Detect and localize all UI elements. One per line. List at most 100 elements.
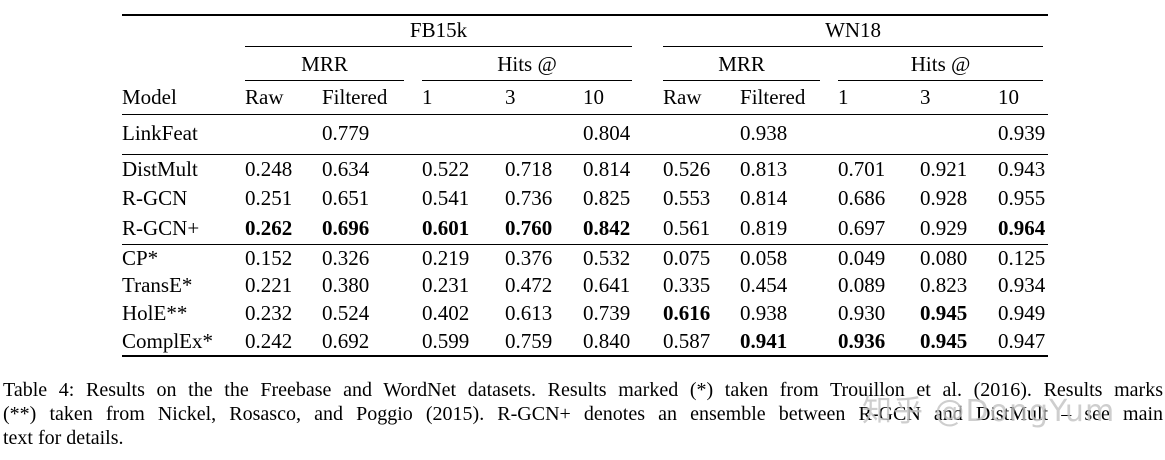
empty-cell xyxy=(122,15,245,47)
caption-line-1: Table 4: Results on the the Freebase and… xyxy=(3,379,1163,401)
value-cell xyxy=(422,114,505,155)
value-cell: 0.526 xyxy=(663,156,711,181)
value-cell: 0.696 xyxy=(322,214,422,245)
value-cell: 0.454 xyxy=(740,273,788,298)
value-cell: 0.804 xyxy=(583,114,641,155)
value-cell: 0.814 xyxy=(583,156,631,181)
value-cell: 0.089 xyxy=(838,273,886,298)
value-cell: 0.532 xyxy=(583,245,631,270)
value-cell: 0.934 xyxy=(998,273,1046,298)
column-header-filtered: Filtered xyxy=(322,81,422,115)
group-gap xyxy=(640,154,663,184)
value-cell: 0.221 xyxy=(245,273,293,298)
group-gap xyxy=(640,244,663,272)
group-gap xyxy=(640,47,663,81)
value-cell: 0.242 xyxy=(245,328,322,357)
value-cell: 0.613 xyxy=(505,301,553,326)
table-row: CP* 0.152 0.326 0.219 0.376 0.532 0.075 0.058 0.… xyxy=(122,244,1048,272)
table-head: FB15k WN18 MRR Hits @ MRR xyxy=(122,15,1049,115)
value-cell: 0.941 xyxy=(740,328,839,357)
value-cell: 0.814 xyxy=(740,186,788,211)
value-cell: 0.522 xyxy=(422,156,470,181)
value-cell: 0.736 xyxy=(505,186,553,211)
value-cell: 0.947 xyxy=(998,328,1049,357)
caption-line-2: (**) taken from Nickel, Rosasco, and Pog… xyxy=(3,403,1163,425)
value-cell: 0.692 xyxy=(322,328,422,357)
column-header-hits10: 10 xyxy=(998,81,1049,115)
results-table: FB15k WN18 MRR Hits @ MRR xyxy=(122,14,1049,357)
metric-header-row: MRR Hits @ MRR Hits @ xyxy=(122,47,1048,81)
dataset-header-row: FB15k WN18 xyxy=(122,15,1048,47)
table-row: R-GCN 0.251 0.651 0.541 0.736 0.825 0.553 0.814… xyxy=(122,184,1048,214)
table-row: TransE* 0.221 0.380 0.231 0.472 0.641 0.335 0.4… xyxy=(122,272,1048,300)
dataset-label: WN18 xyxy=(663,18,1044,47)
value-cell: 0.929 xyxy=(920,214,999,245)
group-gap xyxy=(640,272,663,300)
dataset-label: FB15k xyxy=(245,18,633,47)
value-cell: 0.842 xyxy=(583,214,641,245)
value-cell: 0.840 xyxy=(583,328,641,357)
column-header-hits10: 10 xyxy=(583,81,641,115)
metric-label: MRR xyxy=(245,52,404,81)
value-cell xyxy=(920,114,999,155)
group-gap xyxy=(640,184,663,214)
group-gap xyxy=(640,328,664,357)
model-name-cell: TransE* xyxy=(122,273,193,298)
table-row: HolE** 0.232 0.524 0.402 0.613 0.739 0.616 0.93… xyxy=(122,300,1048,328)
value-cell: 0.080 xyxy=(920,245,968,270)
value-cell: 0.634 xyxy=(322,156,370,181)
value-cell: 0.825 xyxy=(583,186,631,211)
table-caption: Table 4: Results on the the Freebase and… xyxy=(3,378,1163,450)
value-cell: 0.232 xyxy=(245,301,293,326)
value-cell: 0.231 xyxy=(422,273,470,298)
empty-cell xyxy=(122,47,245,81)
metric-label: Hits @ xyxy=(838,52,1044,81)
value-cell: 0.262 xyxy=(245,214,322,245)
value-cell: 0.943 xyxy=(998,156,1046,181)
caption-line-3: text for details. xyxy=(3,427,124,449)
value-cell: 0.964 xyxy=(998,214,1049,245)
value-cell: 0.718 xyxy=(505,156,553,181)
value-cell: 0.813 xyxy=(740,156,788,181)
table-body: LinkFeat 0.779 0.804 0.938 0.939 DistMult 0.24… xyxy=(122,114,1049,357)
value-cell: 0.823 xyxy=(920,273,968,298)
value-cell xyxy=(505,114,583,155)
value-cell: 0.125 xyxy=(998,245,1046,270)
value-cell: 0.058 xyxy=(740,245,788,270)
metric-label: Hits @ xyxy=(422,52,633,81)
value-cell: 0.049 xyxy=(838,245,886,270)
value-cell: 0.561 xyxy=(663,214,741,245)
value-cell: 0.553 xyxy=(663,186,711,211)
value-cell: 0.248 xyxy=(245,156,293,181)
value-cell: 0.701 xyxy=(838,156,886,181)
column-header-row: Model Raw Filtered 1 3 10 Raw Filtered 1… xyxy=(122,81,1049,115)
group-gap xyxy=(640,300,663,328)
metric-header-mrr-fb: MRR xyxy=(245,47,422,81)
value-cell: 0.697 xyxy=(838,214,921,245)
model-name-cell: LinkFeat xyxy=(122,114,245,155)
value-cell: 0.955 xyxy=(998,186,1046,211)
value-cell: 0.152 xyxy=(245,245,293,270)
value-cell: 0.930 xyxy=(838,301,886,326)
value-cell: 0.921 xyxy=(920,156,968,181)
metric-header-mrr-wn: MRR xyxy=(663,47,838,81)
column-header-hits3: 3 xyxy=(920,81,999,115)
value-cell: 0.686 xyxy=(838,186,886,211)
table-row: ComplEx* 0.242 0.692 0.599 0.759 0.840 0.587 0.… xyxy=(122,328,1049,357)
value-cell: 0.939 xyxy=(998,114,1049,155)
value-cell: 0.376 xyxy=(505,245,553,270)
metric-label: MRR xyxy=(663,52,821,81)
dataset-header-fb15k: FB15k xyxy=(245,15,640,47)
model-name-cell: ComplEx* xyxy=(122,328,245,357)
value-cell: 0.541 xyxy=(422,186,470,211)
value-cell: 0.524 xyxy=(322,301,370,326)
value-cell: 0.599 xyxy=(422,328,505,357)
metric-header-hits-fb: Hits @ xyxy=(422,47,640,81)
model-name-cell: R-GCN+ xyxy=(122,214,245,245)
model-name-cell: HolE** xyxy=(122,301,188,326)
value-cell: 0.928 xyxy=(920,186,968,211)
value-cell: 0.219 xyxy=(422,245,470,270)
value-cell: 0.936 xyxy=(838,328,921,357)
column-header-hits3: 3 xyxy=(505,81,583,115)
